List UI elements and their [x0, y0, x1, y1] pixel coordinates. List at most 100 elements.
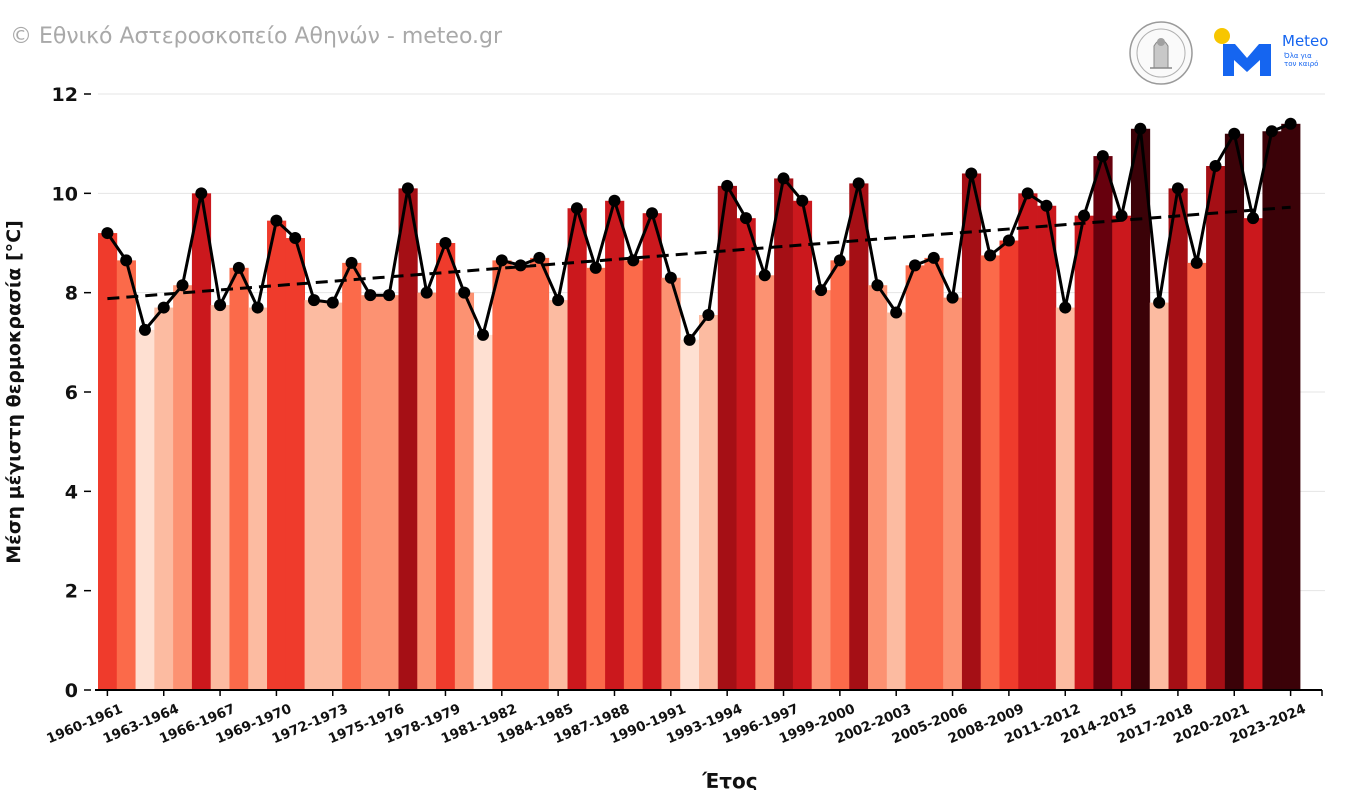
data-point — [514, 259, 527, 272]
data-point — [120, 254, 133, 267]
bar — [792, 200, 813, 691]
bar — [304, 300, 324, 690]
bar — [736, 218, 756, 690]
bar — [473, 334, 493, 690]
bar — [774, 178, 794, 690]
data-point — [815, 284, 828, 297]
data-point — [138, 323, 151, 336]
data-point — [1002, 234, 1015, 247]
data-point — [401, 182, 414, 195]
meteo-logo — [1214, 28, 1271, 76]
data-point — [533, 251, 546, 264]
data-point — [1265, 125, 1278, 138]
data-point — [927, 251, 940, 264]
data-point — [214, 299, 227, 312]
bar — [1262, 131, 1282, 690]
bar — [360, 295, 381, 690]
y-axis-label: Μέση μέγιστη θερμοκρασία [°C] — [3, 220, 25, 563]
bar — [285, 238, 305, 691]
y-tick-label: 4 — [65, 481, 78, 503]
data-point — [1153, 296, 1166, 309]
bar — [248, 307, 268, 690]
data-point — [852, 177, 865, 190]
bar — [905, 265, 925, 690]
bar — [98, 233, 118, 691]
x-axis-label: Έτος — [701, 769, 757, 790]
bar — [1018, 193, 1038, 691]
data-point — [627, 254, 640, 267]
bar — [755, 275, 775, 690]
bar — [1206, 166, 1226, 690]
data-point — [683, 333, 696, 346]
bar — [567, 208, 587, 690]
bar — [699, 315, 719, 690]
data-point — [383, 289, 396, 302]
y-tick-label: 8 — [65, 283, 78, 305]
data-point — [1059, 301, 1072, 314]
data-point — [1115, 209, 1128, 222]
data-point — [833, 254, 846, 267]
data-point — [721, 179, 734, 192]
bar — [1281, 123, 1301, 691]
data-point — [307, 294, 320, 307]
data-point — [646, 207, 659, 220]
bar — [1149, 302, 1169, 690]
bar — [398, 188, 418, 690]
data-point — [1040, 199, 1053, 212]
bar — [868, 285, 888, 690]
bar — [961, 173, 982, 690]
bar — [116, 260, 136, 690]
data-point — [739, 212, 752, 225]
logo-area: Meteo Όλα για τον καιρό — [1128, 18, 1338, 88]
data-point — [758, 269, 771, 282]
bar — [173, 285, 193, 690]
bar — [886, 312, 906, 690]
bar — [267, 220, 287, 690]
bar — [980, 255, 1000, 690]
data-point — [552, 294, 565, 307]
bar — [511, 265, 531, 690]
meteo-brand-name: Meteo — [1282, 32, 1329, 50]
bar — [492, 260, 512, 690]
data-point — [477, 328, 490, 341]
data-point — [345, 256, 358, 269]
data-point — [326, 296, 339, 309]
bar — [210, 305, 230, 690]
bar — [1112, 215, 1132, 690]
meteo-tagline-line-1: Όλα για — [1284, 52, 1312, 60]
meteo-tagline-line-2: τον καιρό — [1284, 60, 1319, 68]
bar — [1037, 205, 1057, 690]
bar — [417, 292, 437, 690]
bar — [717, 185, 737, 690]
bar — [135, 329, 155, 690]
data-point — [195, 187, 208, 200]
bar — [811, 290, 831, 690]
bar — [849, 183, 869, 690]
data-point — [984, 249, 997, 262]
y-tick-label: 2 — [65, 581, 78, 603]
bar — [830, 260, 850, 690]
y-tick-label: 12 — [52, 84, 78, 106]
data-point — [890, 306, 903, 319]
data-point — [176, 279, 189, 292]
data-point — [458, 286, 471, 299]
data-point — [495, 254, 508, 267]
data-point — [1228, 127, 1241, 140]
y-tick-label: 10 — [52, 183, 78, 205]
bar — [454, 292, 475, 690]
data-point — [1134, 122, 1147, 135]
data-point — [796, 194, 809, 207]
data-point — [608, 194, 621, 207]
bar — [605, 200, 625, 691]
bar — [999, 240, 1019, 690]
bar — [1224, 133, 1245, 690]
data-point — [289, 232, 302, 245]
bar — [1187, 262, 1207, 690]
bar — [379, 295, 399, 690]
y-tick-label: 6 — [65, 382, 78, 404]
data-point — [871, 279, 884, 292]
data-point — [1021, 187, 1034, 200]
bar — [1130, 128, 1151, 690]
bar — [154, 307, 174, 690]
bar — [323, 302, 343, 690]
